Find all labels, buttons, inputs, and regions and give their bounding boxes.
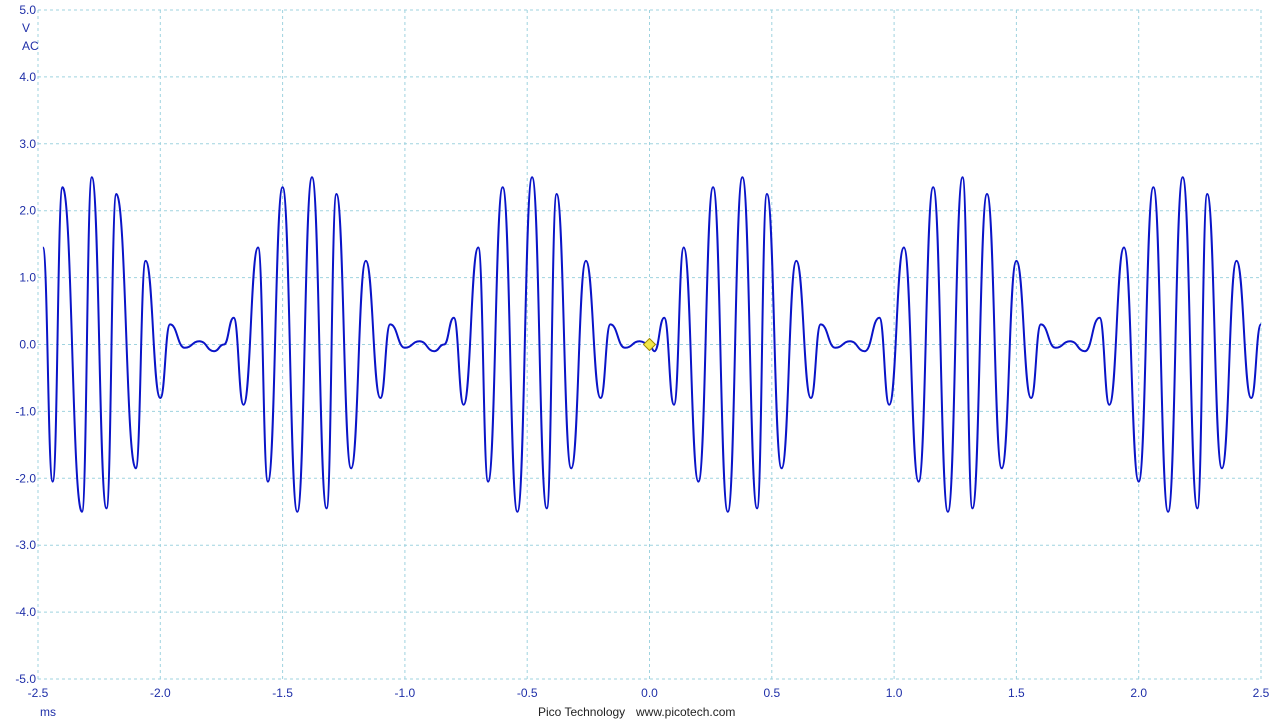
x-tick-label: 1.5 [1008,686,1025,700]
x-tick-label: 0.5 [763,686,780,700]
x-tick-label: 0.0 [641,686,658,700]
y-tick-label: -5.0 [15,672,36,686]
x-tick-label: -1.5 [272,686,293,700]
y-tick-label: 0.0 [19,338,36,352]
x-tick-label: -2.0 [150,686,171,700]
marker-layer [642,337,657,352]
x-tick-label: -1.0 [395,686,416,700]
y-tick-label: -4.0 [15,605,36,619]
x-tick-label: 2.5 [1253,686,1270,700]
x-tick-label: 2.0 [1130,686,1147,700]
y-tick-label: -1.0 [15,404,36,418]
y-unit-label: V [22,21,30,35]
y-tick-label: 2.0 [19,204,36,218]
y-tick-label: 5.0 [19,3,36,17]
x-tick-label: -0.5 [517,686,538,700]
x-tick-label: 1.0 [886,686,903,700]
x-tick-label: -2.5 [28,686,49,700]
footer-url: www.picotech.com [635,705,735,719]
y-tick-label: 1.0 [19,271,36,285]
tick-labels: -2.5 -2.0 -1.5 -1.0 -0.5 0.0 0.5 1.0 1.5 2.0 2.5 5.… [15,3,1269,700]
y-coupling-label: AC [22,39,39,53]
y-tick-label: 3.0 [19,137,36,151]
y-tick-label: -3.0 [15,538,36,552]
footer-brand: Pico Technology [538,705,625,719]
y-tick-label: -2.0 [15,471,36,485]
x-unit-label: ms [40,705,56,719]
trigger-marker-icon[interactable] [642,337,657,352]
y-tick-label: 4.0 [19,70,36,84]
